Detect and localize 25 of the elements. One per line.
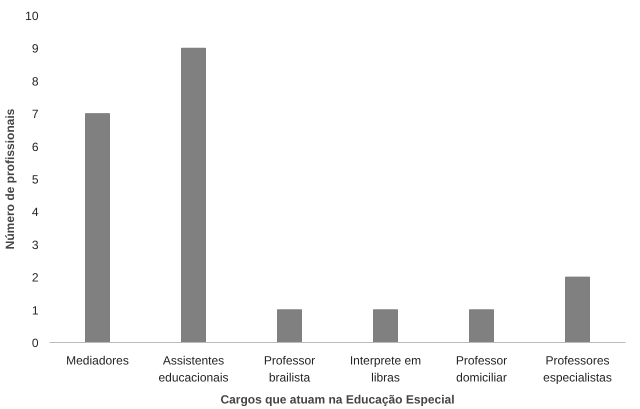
bar [181,48,206,342]
x-tick-label: Professor domiciliar [456,354,508,384]
y-tick-label: 3 [32,238,39,252]
y-tick-label: 1 [32,303,39,318]
bar [85,113,110,342]
y-tick-label: 6 [32,140,39,154]
bar [277,309,302,342]
x-tick-label: Professor brailista [264,354,316,384]
y-tick-label: 7 [32,107,39,122]
x-tick-label: Assistentes educacionais [158,354,229,384]
y-axis-title: Número de profissionais [3,108,18,250]
y-tick-label: 5 [32,172,39,186]
y-tick-label: 4 [32,205,39,220]
bar [565,276,590,342]
y-tick-label: 10 [25,9,39,23]
bar [373,309,398,342]
y-tick-label: 2 [32,270,39,285]
y-tick-label: 9 [32,42,39,56]
y-tick-label: 0 [32,336,39,350]
x-tick-label: Interprete em libras [350,354,422,384]
x-tick-label: Mediadores [66,354,129,368]
bar [469,309,494,342]
x-axis-title: Cargos que atuam na Educação Especial [220,392,455,406]
x-tick-label: Professores especialistas [543,354,612,384]
y-tick-label: 8 [32,74,39,88]
